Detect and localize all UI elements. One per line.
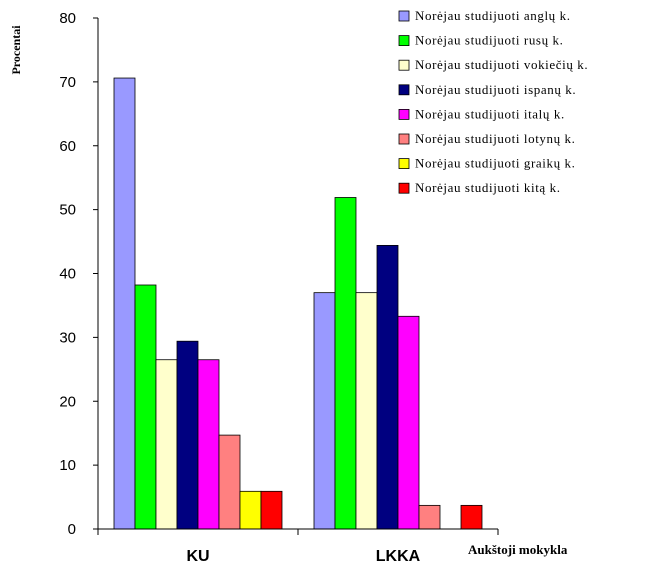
legend-swatch (398, 59, 410, 71)
legend-swatch (398, 133, 410, 145)
bar (239, 490, 262, 530)
x-category-label: KU (186, 548, 209, 565)
legend-swatch (398, 10, 410, 22)
y-tick-label: 50 (59, 202, 76, 219)
y-tick-label: 20 (59, 393, 76, 410)
bar (197, 359, 220, 530)
bar (355, 292, 378, 530)
legend-swatch (398, 158, 410, 170)
legend-label: Norėjau studijuoti vokiečių k. (415, 57, 588, 72)
y-tick-label: 80 (59, 10, 76, 27)
x-axis-title: Aukštoji mokykla (468, 542, 568, 557)
bar (418, 504, 441, 530)
legend-label: Norėjau studijuoti rusų k. (415, 33, 563, 48)
legend-swatch (398, 84, 410, 96)
legend-label: Norėjau studijuoti graikų k. (415, 156, 576, 171)
legend-swatch (398, 109, 410, 120)
bar (134, 284, 157, 530)
y-axis-title: Procentai (9, 25, 23, 75)
legend-swatch (398, 182, 410, 194)
legend: Norėjau studijuoti anglų k. Norėjau studi… (398, 8, 588, 195)
x-category-label: LKKA (376, 548, 421, 565)
bar (176, 340, 199, 530)
bar (218, 434, 241, 530)
legend-label: Norėjau studijuoti anglų k. (415, 8, 571, 23)
bar (376, 244, 399, 530)
bar (260, 490, 283, 530)
legend-label: Norėjau studijuoti lotynų k. (415, 131, 576, 146)
bar (313, 292, 336, 530)
legend-label: Norėjau studijuoti ispanų k. (415, 82, 576, 97)
bar (460, 504, 483, 530)
bars-group (113, 77, 483, 530)
x-categories-group: KU LKKA (97, 529, 499, 565)
bar (113, 77, 136, 530)
y-tick-label: 30 (59, 329, 76, 346)
y-tick-label: 10 (59, 457, 76, 474)
bar (334, 197, 357, 530)
y-tick-label: 40 (59, 266, 76, 283)
y-tick-label: 70 (59, 74, 76, 91)
bar (397, 315, 420, 530)
y-ticks-group: 0 10 20 30 40 50 60 70 80 (59, 10, 98, 538)
y-tick-label: 60 (59, 138, 76, 155)
y-tick-label: 0 (68, 521, 76, 538)
bar (155, 359, 178, 530)
legend-label: Norėjau studijuoti kitą k. (415, 180, 561, 195)
legend-label: Norėjau studijuoti italų k. (415, 106, 565, 121)
legend-swatch (398, 35, 410, 46)
